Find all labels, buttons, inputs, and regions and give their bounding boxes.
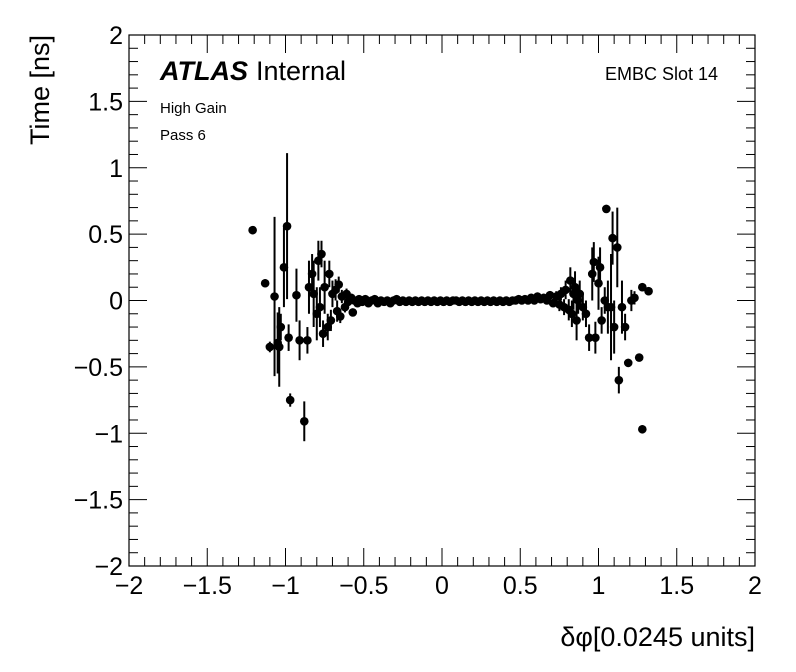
data-point (567, 309, 577, 319)
y-tick-label: 2 (109, 22, 123, 50)
pass-label: Pass 6 (160, 127, 206, 144)
x-tick-label: 2 (748, 572, 762, 600)
x-tick-label: −1.5 (183, 572, 232, 600)
gain-label: High Gain (160, 100, 227, 117)
data-point (617, 302, 627, 312)
data-point (320, 282, 329, 292)
data-series (248, 153, 653, 442)
x-tick-label: 1 (592, 572, 606, 600)
data-point (270, 292, 279, 301)
data-point (591, 333, 600, 342)
y-tick-labels: −2 −1.5 −1 −0.5 0 0.5 1 1.5 2 (74, 22, 123, 581)
y-tick-label: −2 (94, 553, 123, 581)
y-tick-label: 0.5 (88, 221, 123, 249)
x-axis-title: δφ[0.0245 units] (560, 622, 755, 652)
data-point (318, 329, 328, 338)
data-point (623, 358, 633, 368)
data-point (620, 322, 630, 332)
data-point (335, 312, 345, 321)
data-point (638, 424, 647, 434)
data-point (282, 221, 292, 231)
data-point (587, 269, 597, 279)
data-point (608, 233, 617, 243)
slot-label: EMBC Slot 14 (605, 64, 718, 84)
data-point (303, 336, 312, 345)
data-point (315, 302, 325, 312)
y-tick-label: −1 (94, 420, 123, 448)
y-tick-label: −1.5 (74, 487, 123, 515)
data-point (612, 243, 622, 252)
data-point (334, 280, 344, 289)
data-point (594, 278, 603, 288)
x-tick-label: −0.5 (339, 572, 388, 600)
data-point (284, 333, 293, 342)
data-point (597, 316, 606, 325)
data-point (248, 225, 257, 235)
data-point (260, 278, 270, 288)
y-tick-label: 1 (109, 155, 123, 183)
y-tick-label: 1.5 (88, 88, 123, 116)
x-tick-label: 0.5 (503, 572, 538, 600)
data-point (299, 417, 309, 426)
y-axis-title: Time [ns] (25, 35, 55, 145)
atlas-label: ATLAS Internal (159, 56, 346, 86)
data-point (572, 316, 581, 325)
x-tick-labels: −2 −1.5 −1 −0.5 0 0.5 1 1.5 2 (115, 572, 762, 600)
data-point (595, 263, 605, 272)
x-tick-label: 0 (435, 572, 449, 600)
x-tick-label: −2 (115, 572, 144, 600)
data-point (348, 308, 358, 317)
data-point (644, 286, 653, 296)
data-point (317, 249, 326, 259)
data-point (609, 322, 619, 332)
data-point (276, 322, 286, 332)
data-point (630, 293, 639, 303)
data-point (584, 333, 594, 342)
data-point (638, 282, 647, 292)
data-point (589, 257, 599, 267)
x-tick-label: 1.5 (659, 572, 694, 600)
data-point (274, 342, 284, 352)
data-point (325, 269, 334, 279)
data-point (295, 336, 304, 345)
data-point (581, 309, 591, 319)
data-point (634, 353, 644, 362)
data-point (326, 316, 336, 325)
data-point (602, 204, 611, 214)
data-point (285, 395, 295, 405)
x-tick-label: −1 (271, 572, 300, 600)
data-point (292, 290, 301, 300)
axis-ticks (128, 34, 756, 567)
data-point (614, 375, 624, 385)
y-tick-label: 0 (109, 288, 123, 316)
data-point (561, 285, 570, 295)
data-point (307, 269, 317, 279)
data-point (265, 342, 275, 352)
y-tick-label: −0.5 (74, 354, 123, 382)
